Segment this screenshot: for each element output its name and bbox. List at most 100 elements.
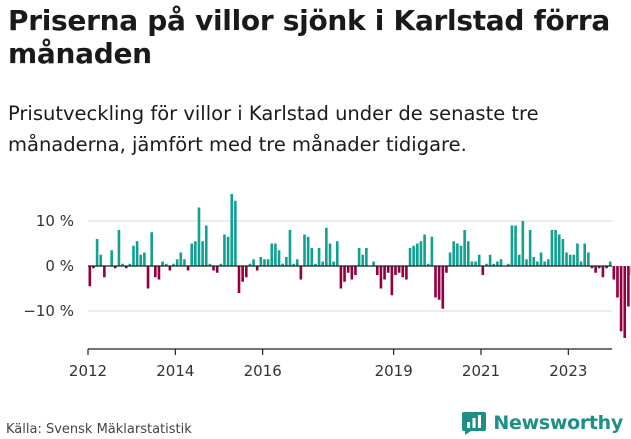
bar: [299, 266, 303, 280]
bar: [190, 243, 194, 266]
bar: [386, 266, 390, 273]
bar: [277, 250, 281, 266]
bar: [132, 245, 135, 266]
bar-series: [88, 194, 631, 338]
newsworthy-logo-icon: [462, 412, 487, 435]
bar: [623, 266, 627, 338]
bar: [161, 261, 164, 266]
bar: [197, 207, 201, 266]
bar: [270, 243, 274, 266]
bar: [335, 241, 339, 266]
bar: [226, 236, 230, 266]
x-tick-label: 2016: [244, 362, 282, 380]
bar: [215, 266, 219, 273]
bar: [481, 266, 485, 275]
bar: [419, 241, 423, 266]
bar: [390, 266, 394, 296]
bar: [237, 266, 241, 293]
brand-logo: Newsworthy: [461, 409, 623, 437]
bar: [110, 250, 113, 266]
bar: [146, 266, 150, 289]
bar: [572, 254, 576, 266]
bar: [543, 261, 546, 266]
bar: [139, 254, 143, 266]
bar: [314, 263, 317, 266]
bar: [430, 236, 434, 266]
bar: [365, 248, 368, 266]
bar: [135, 241, 139, 266]
bar: [321, 261, 325, 266]
bar: [175, 259, 179, 266]
bar: [496, 261, 499, 266]
bar: [437, 266, 441, 300]
bar: [550, 230, 554, 266]
bar: [379, 266, 383, 289]
bar: [557, 234, 561, 266]
bar: [452, 241, 456, 266]
bar: [99, 254, 103, 266]
bar: [448, 252, 452, 266]
bar: [255, 266, 259, 271]
bar: [317, 248, 321, 266]
bar: [441, 266, 445, 309]
bar: [528, 230, 532, 266]
bar: [128, 263, 132, 266]
bar: [179, 252, 183, 266]
bar: [303, 234, 306, 266]
bar: [474, 261, 477, 266]
bar: [204, 225, 208, 266]
bar: [354, 266, 357, 275]
bar: [397, 266, 401, 273]
x-tick-label: 2023: [549, 362, 587, 380]
bar: [310, 248, 314, 266]
bar: [150, 232, 153, 266]
bar: [561, 239, 565, 266]
bar: [154, 266, 157, 278]
y-tick-label: 0 %: [45, 257, 74, 275]
bar: [590, 266, 594, 269]
bar: [605, 266, 608, 269]
bar: [248, 263, 252, 266]
bar: [554, 230, 557, 266]
bar: [266, 259, 270, 266]
bar: [576, 243, 579, 266]
bar: [186, 266, 190, 271]
bar: [241, 266, 244, 282]
brand-name: Newsworthy: [493, 412, 623, 434]
bar: [510, 225, 514, 266]
bar: [244, 266, 248, 278]
bar: [168, 266, 172, 271]
bar: [121, 263, 124, 266]
x-tick-label: 2012: [69, 362, 107, 380]
bar: [597, 266, 601, 269]
bar: [583, 243, 587, 266]
bar: [346, 266, 350, 273]
bar: [408, 248, 412, 266]
x-tick-label: 2014: [156, 362, 194, 380]
bar: [172, 263, 175, 266]
bar: [164, 263, 168, 266]
bar: [612, 266, 616, 280]
bar: [445, 266, 448, 273]
bar: [456, 243, 459, 266]
bar: [416, 243, 419, 266]
bar: [92, 266, 95, 269]
bar: [412, 245, 415, 266]
bar: [117, 230, 121, 266]
bar: [281, 263, 284, 266]
bar: [608, 261, 612, 266]
bar: [532, 257, 536, 266]
bar: [401, 266, 405, 278]
bar: [194, 241, 197, 266]
bar: [230, 194, 234, 266]
bar: [405, 266, 408, 280]
bar: [459, 245, 463, 266]
bar: [325, 227, 328, 266]
bar: [466, 241, 470, 266]
y-gridlines: [88, 220, 612, 312]
bar: [514, 225, 517, 266]
chart-subtitle: Prisutveckling för villor i Karlstad und…: [8, 102, 539, 156]
bar: [343, 266, 346, 282]
bar: [288, 230, 292, 266]
bar: [274, 243, 277, 266]
